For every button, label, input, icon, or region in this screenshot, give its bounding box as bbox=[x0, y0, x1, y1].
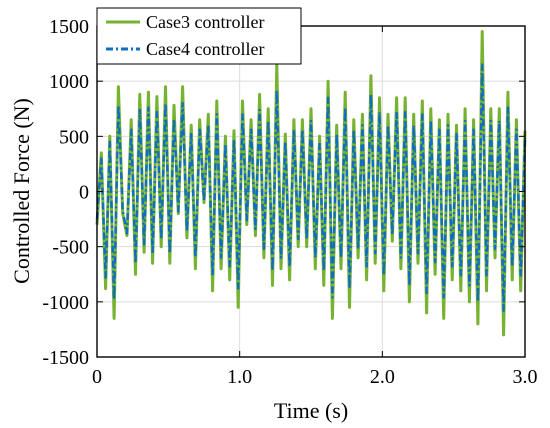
x-tick-label: 1.0 bbox=[227, 366, 252, 388]
y-tick-label: 0 bbox=[79, 182, 89, 204]
y-tick-label: 500 bbox=[59, 126, 89, 148]
x-tick-label: 3.0 bbox=[513, 366, 538, 388]
y-tick-label: -1000 bbox=[42, 292, 89, 314]
y-tick-label: 1000 bbox=[49, 71, 89, 93]
y-tick-label: 1500 bbox=[49, 16, 89, 38]
y-axis-label: Controlled Force (N) bbox=[9, 98, 34, 284]
y-tick-label: -1500 bbox=[42, 347, 89, 369]
legend-label-case4: Case4 controller bbox=[146, 39, 264, 59]
data-series bbox=[95, 30, 527, 337]
x-axis-label: Time (s) bbox=[274, 398, 348, 423]
ticks: 0 1.0 2.0 3.0 -1500 -1000 -500 0 500 1000 1500 bbox=[42, 16, 537, 388]
y-tick-label: -500 bbox=[52, 237, 89, 259]
x-tick-label: 2.0 bbox=[370, 366, 395, 388]
legend-box bbox=[96, 7, 302, 65]
x-tick-label: 0 bbox=[92, 366, 102, 388]
legend: Case3 controller Case4 controller bbox=[96, 7, 302, 65]
legend-label-case3: Case3 controller bbox=[146, 12, 264, 32]
series-line-case4 bbox=[95, 63, 527, 312]
